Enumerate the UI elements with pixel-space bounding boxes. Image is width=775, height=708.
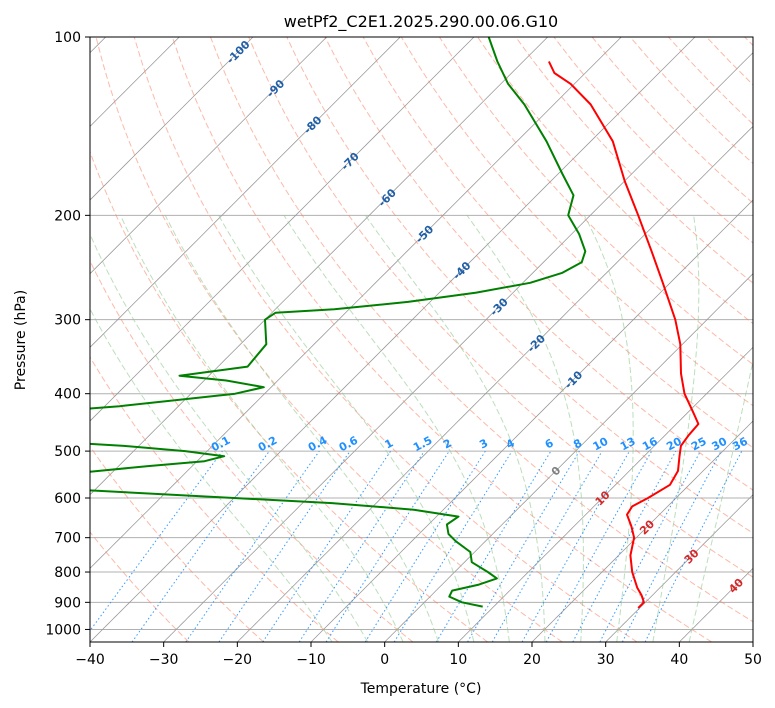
x-tick-label: 50: [744, 652, 762, 668]
moist-adiabat: [218, 215, 475, 642]
x-tick-label: −40: [75, 652, 105, 668]
dry-adiabat: [515, 37, 753, 284]
y-tick-label: 1000: [45, 622, 81, 638]
moist-adiabat: [164, 215, 439, 642]
x-axis-label: Temperature (°C): [360, 681, 482, 697]
mixing-ratio-line: [185, 450, 320, 642]
mixing-ratio-label: 13: [618, 435, 638, 454]
isotherm-line: [458, 346, 753, 642]
isotherm-line: [237, 125, 753, 642]
mixing-ratio-label: 25: [689, 435, 709, 454]
dry-adiabat: [90, 531, 190, 642]
temperature-profile-line: [547, 61, 700, 609]
isotherm-line: [310, 199, 753, 642]
mixing-ratio-line: [521, 450, 630, 642]
chart-title: wetPf2_C2E1.2025.290.00.06.G10: [284, 12, 558, 32]
isotherm-line: [679, 567, 753, 642]
y-tick-label: 100: [54, 30, 81, 46]
dry-adiabat: [90, 150, 488, 642]
dry-adiabat: [210, 37, 753, 623]
mixing-ratio-label: 16: [640, 435, 660, 454]
mixing-ratio-line: [572, 450, 677, 642]
moist-adiabat: [364, 215, 546, 642]
moist-adiabat: [90, 232, 369, 642]
isotherm-line: [531, 420, 753, 642]
y-axis-label: Pressure (hPa): [13, 290, 29, 390]
mixing-ratio-label: 10: [591, 435, 611, 454]
isotherm-line: [90, 37, 548, 496]
x-axis-ticks: −40 −30 −20 −10 0 10 20 30 40 50: [75, 642, 762, 668]
mixing-ratio-line: [644, 450, 743, 642]
dry-adiabat: [400, 37, 753, 407]
dry-adiabat: [95, 37, 563, 642]
y-tick-label: 700: [54, 531, 81, 547]
y-tick-label: 500: [54, 444, 81, 460]
dry-adiabat: [133, 37, 638, 642]
mixing-ratio-line: [393, 450, 513, 642]
dry-adiabat: [438, 37, 753, 366]
mixing-ratio-line: [218, 450, 351, 642]
background-lines: [90, 37, 753, 642]
isotherm-line: [90, 37, 622, 569]
moist-adiabat: [583, 215, 634, 642]
moist-adiabat: [120, 215, 404, 642]
y-tick-label: 200: [54, 208, 81, 224]
mixing-ratio-line: [298, 450, 425, 642]
y-tick-label: 800: [54, 565, 81, 581]
mixing-ratio-line: [131, 450, 270, 642]
y-tick-label: 900: [54, 595, 81, 611]
dry-adiabat: [90, 356, 339, 642]
x-tick-label: 30: [597, 652, 615, 668]
x-tick-label: 40: [670, 652, 688, 668]
dry-adiabat: [90, 445, 264, 642]
isotherm-line: [163, 52, 753, 642]
moist-adiabat: [688, 358, 753, 642]
moist-adiabat: [466, 215, 584, 642]
dry-adiabat: [90, 259, 414, 642]
mixing-ratio-line: [262, 450, 392, 642]
x-tick-label: 0: [380, 652, 389, 668]
isotherm-line: [384, 273, 753, 642]
isotherm-line: [90, 37, 475, 422]
isotherm-line: [90, 37, 401, 348]
y-tick-label: 600: [54, 491, 81, 507]
x-tick-label: −30: [149, 652, 179, 668]
mixing-ratio-label: 30: [710, 435, 730, 454]
y-axis-ticks: 100 200 300 400 500 600 700 800 900 1000: [45, 30, 90, 638]
x-tick-label: −10: [296, 652, 326, 668]
y-tick-label: 300: [54, 313, 81, 329]
x-tick-label: 10: [449, 652, 467, 668]
dry-adiabat: [286, 37, 753, 534]
dry-adiabat: [171, 37, 712, 642]
moist-adiabat: [283, 215, 510, 642]
series-lines: [90, 37, 700, 609]
moist-adiabat: [652, 215, 700, 642]
dewpoint-profile-line: [90, 37, 587, 608]
moist-adiabat: [90, 308, 333, 642]
mixing-ratio-label: 20: [664, 435, 684, 454]
dry-adiabat: [248, 37, 753, 578]
y-tick-label: 400: [54, 387, 81, 403]
mixing-ratio-label: 36: [730, 435, 750, 454]
mixing-ratio-line: [325, 450, 450, 642]
x-tick-label: −20: [223, 652, 253, 668]
mixing-ratio-line: [90, 450, 223, 632]
x-tick-label: 20: [523, 652, 541, 668]
plot-frame: [89, 36, 754, 643]
mixing-ratio-line: [545, 450, 653, 642]
